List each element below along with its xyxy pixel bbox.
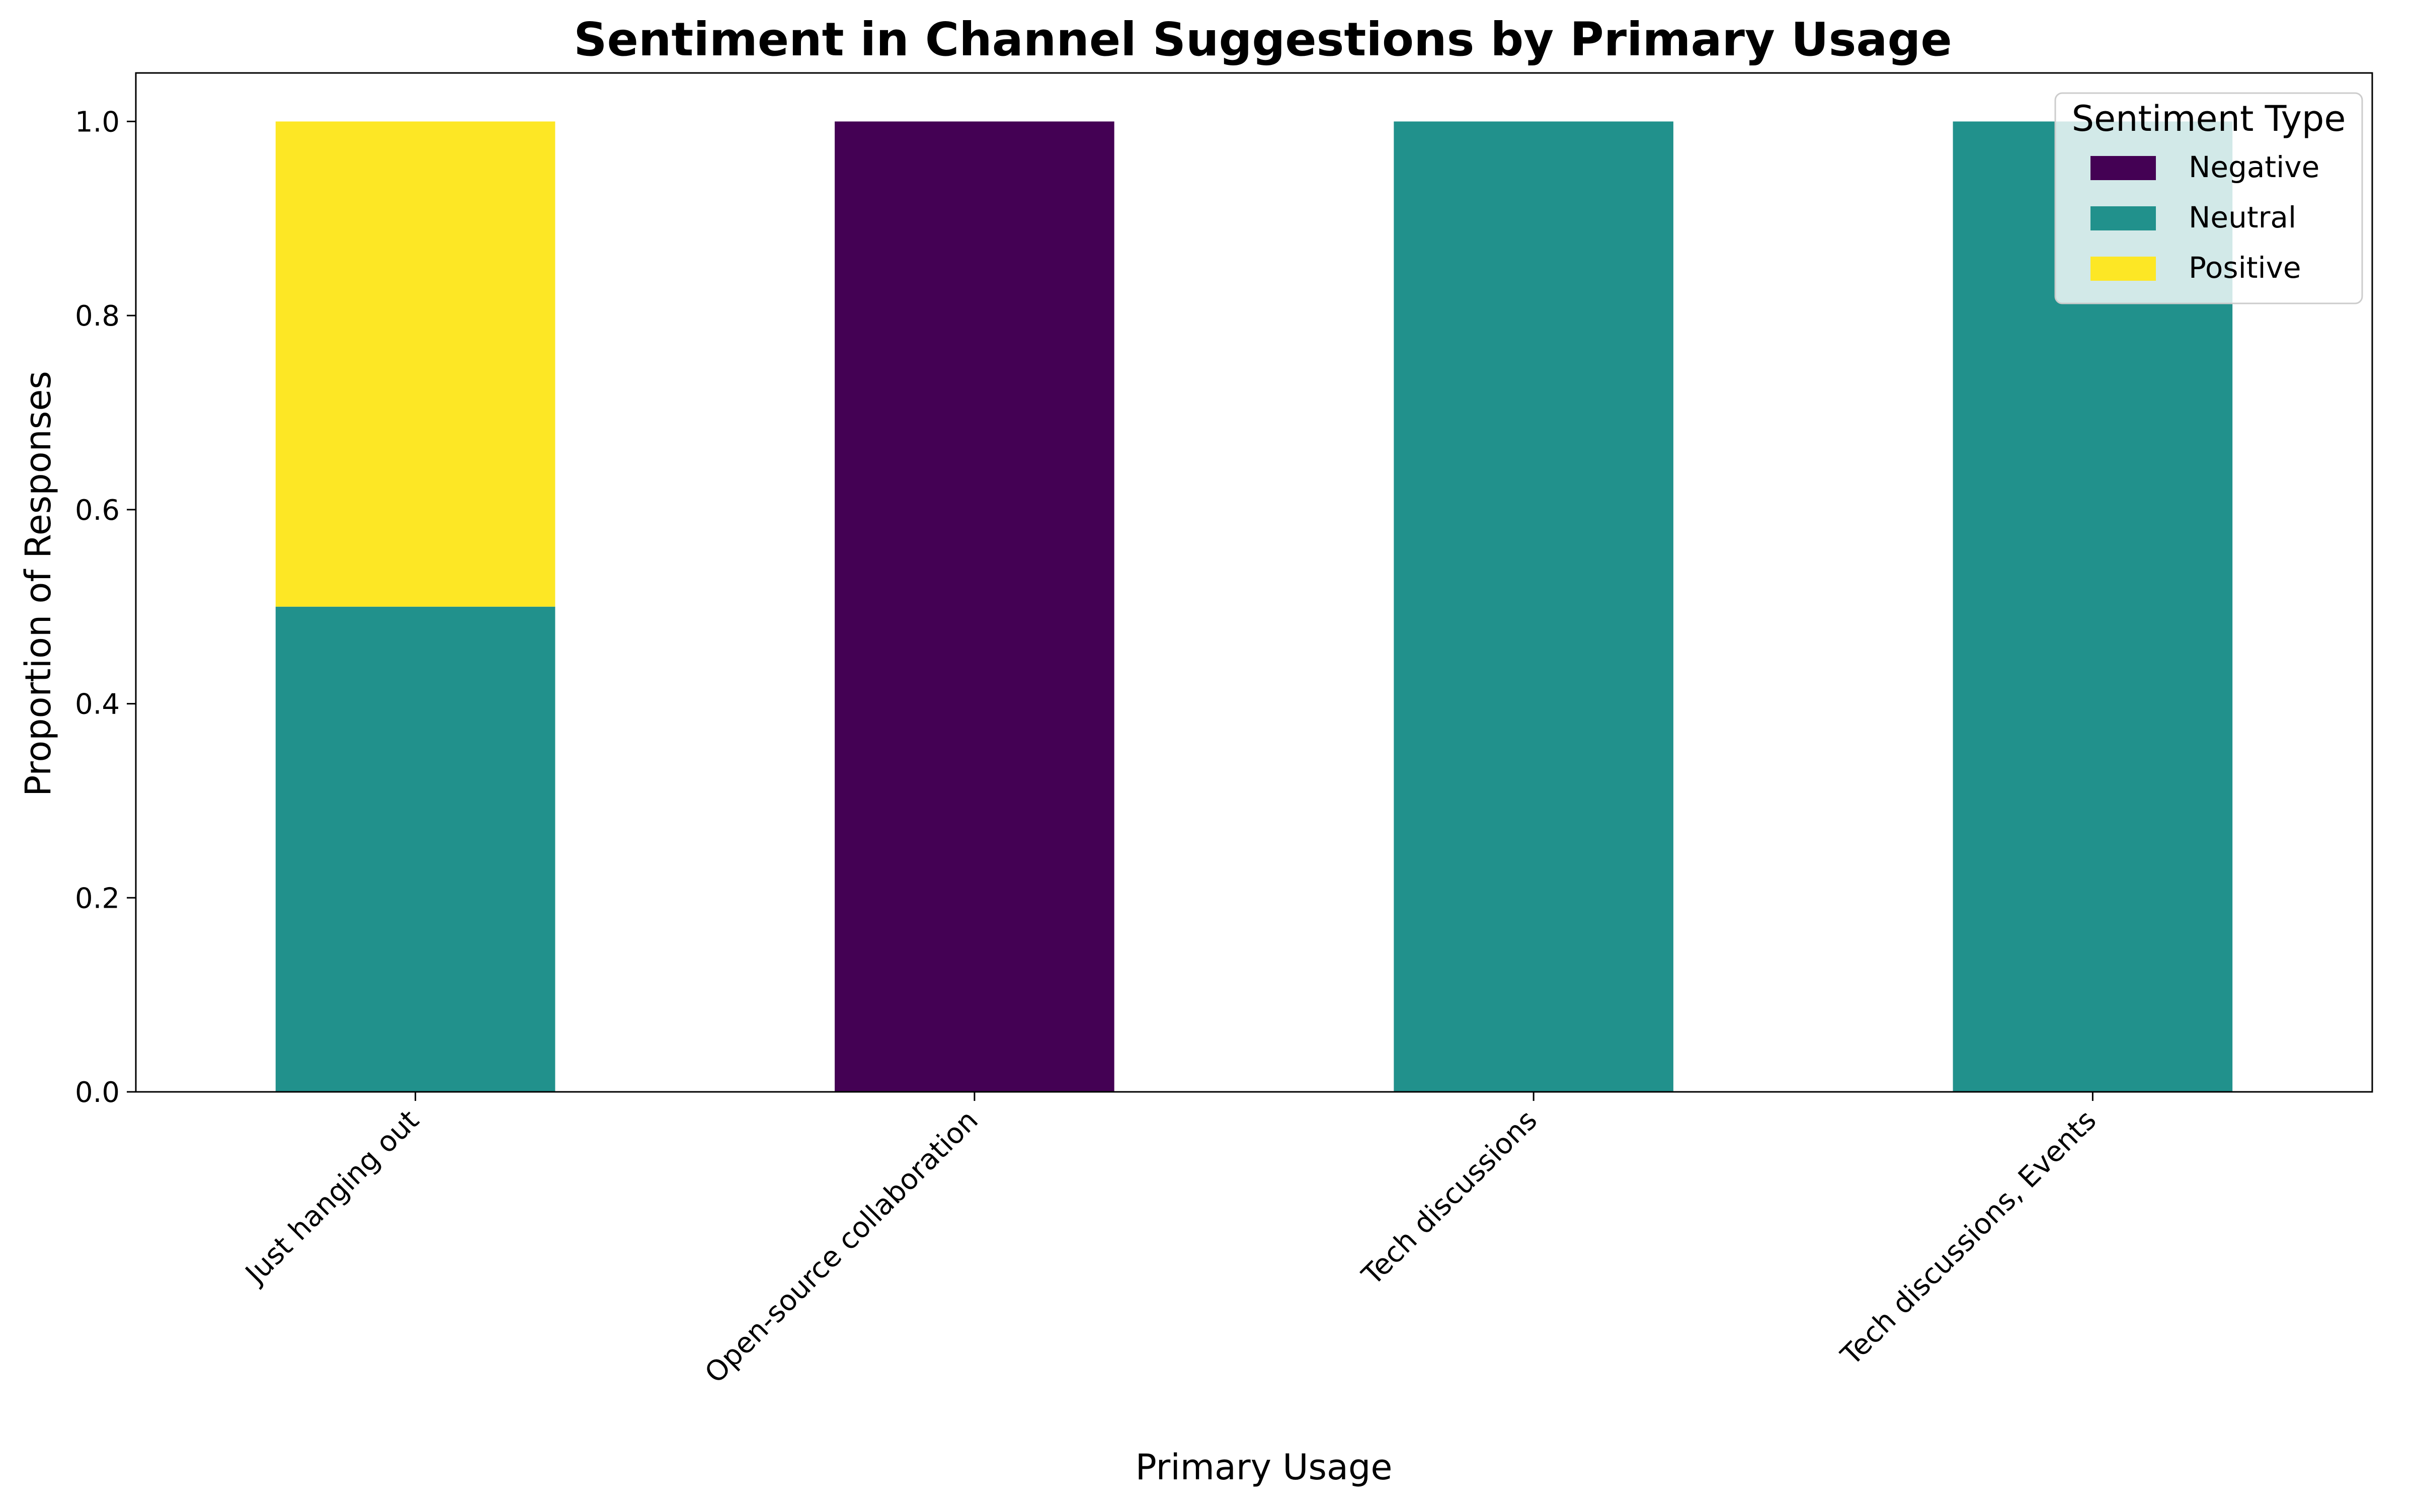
- x-tick-label: Tech discussions: [1355, 1104, 1544, 1292]
- bar-neutral-2: [1394, 121, 1673, 1092]
- chart-title: Sentiment in Channel Suggestions by Prim…: [574, 13, 1952, 66]
- y-axis-label: Proportion of Responses: [18, 371, 59, 797]
- bar-positive-0: [275, 121, 555, 607]
- y-tick-label: 0.6: [75, 494, 120, 527]
- x-axis-label: Primary Usage: [1136, 1447, 1393, 1488]
- y-tick-label: 0.4: [75, 688, 120, 721]
- legend-swatch-positive: [2090, 257, 2156, 281]
- y-tick-label: 0.2: [75, 882, 120, 915]
- y-tick-label: 0.8: [75, 300, 120, 333]
- bar-neutral-0: [275, 606, 555, 1092]
- legend-label-neutral: Neutral: [2189, 200, 2296, 234]
- x-tick-label: Tech discussions, Events: [1834, 1104, 2103, 1372]
- x-tick-label: Open-source collaboration: [699, 1104, 985, 1390]
- legend-label-positive: Positive: [2189, 251, 2301, 285]
- legend-title: Sentiment Type: [2072, 98, 2346, 139]
- bar-negative-1: [835, 121, 1114, 1092]
- y-tick-label: 0.0: [75, 1076, 120, 1109]
- bars-layer: [275, 121, 2233, 1092]
- legend-label-negative: Negative: [2189, 150, 2319, 184]
- legend-swatch-negative: [2090, 156, 2156, 180]
- y-tick-label: 1.0: [75, 106, 120, 138]
- x-tick-label: Just hanging out: [238, 1104, 426, 1291]
- legend-swatch-neutral: [2090, 206, 2156, 230]
- plot-frame: [135, 72, 2373, 1093]
- legend: Sentiment Type Negative Neutral Positive: [2054, 92, 2363, 304]
- legend-box: [2054, 92, 2363, 304]
